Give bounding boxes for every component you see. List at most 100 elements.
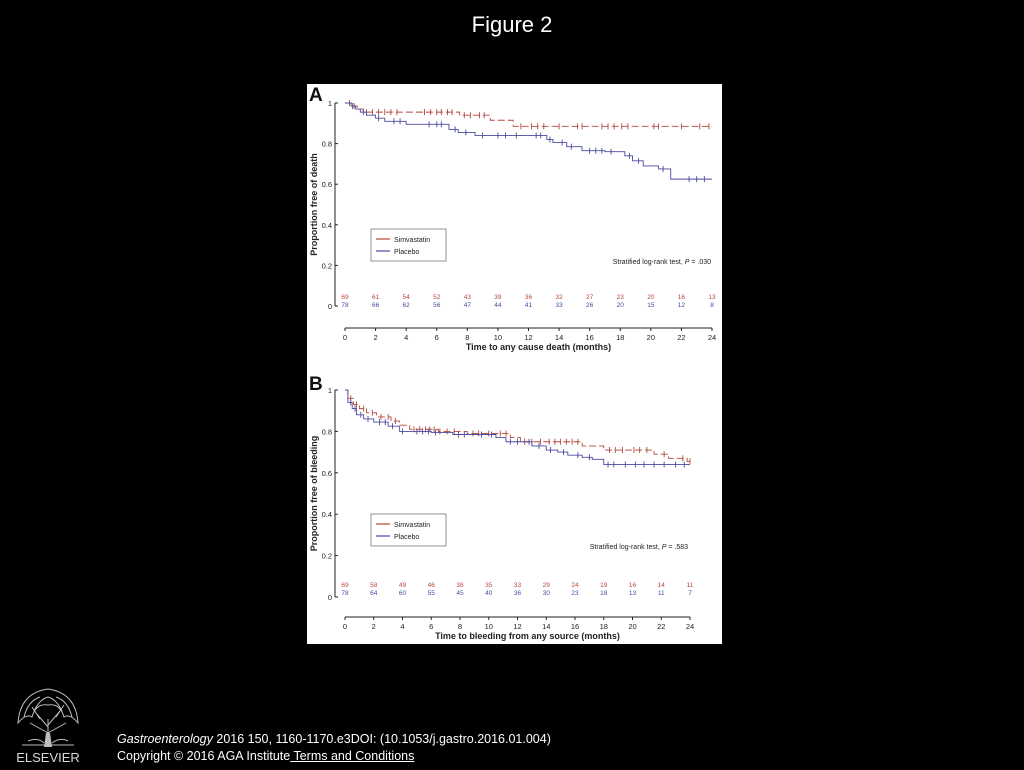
at-risk-count: 44 [494,302,502,309]
slide-title: Figure 2 [471,12,553,37]
legend-label: Placebo [394,534,419,541]
copyright-line: Copyright © 2016 AGA Institute Terms and… [117,748,551,765]
citation-block: Gastroenterology 2016 150, 1160-1170.e3D… [117,731,551,765]
at-risk-count: 33 [555,302,563,309]
x-tick-label: 10 [485,622,493,631]
at-risk-count: 61 [372,294,380,301]
x-tick-label: 18 [616,333,624,342]
y-tick-label: 0.4 [322,510,332,519]
at-risk-count: 20 [647,294,655,301]
y-tick-label: 0.2 [322,261,332,270]
at-risk-count: 12 [678,302,686,309]
legend-label: Placebo [394,249,419,256]
at-risk-count: 13 [629,590,637,597]
x-tick-label: 8 [465,333,469,342]
chart-panel-b: B 0 0.2 0.4 0.6 0.8 1 Proportion free of bleedi… [309,374,694,641]
at-risk-count: 62 [403,302,411,309]
at-risk-count: 40 [485,590,493,597]
logrank-annotation: Stratified log-rank test, P = .030 [613,259,711,266]
at-risk-count: 36 [514,590,522,597]
at-risk-count: 69 [341,294,349,301]
at-risk-count: 11 [658,590,665,597]
x-tick-label: 16 [571,622,579,631]
y-tick-label: 1 [328,99,332,108]
journal-name: Gastroenterology [117,732,213,746]
panel-label: A [309,85,323,106]
x-tick-label: 22 [657,622,665,631]
x-tick-label: 6 [435,333,439,342]
at-risk-count: 47 [464,302,472,309]
x-tick-label: 14 [555,333,563,342]
chart-legend: Simvastatin Placebo [370,513,447,547]
at-risk-count: 54 [403,294,411,301]
at-risk-count: 58 [370,582,378,589]
x-tick-label: 2 [373,333,377,342]
at-risk-count: 69 [341,582,349,589]
x-tick-label: 18 [600,622,608,631]
chart-legend: Simvastatin Placebo [370,228,447,262]
at-risk-count: 23 [617,294,625,301]
at-risk-count: 15 [647,302,655,309]
at-risk-count: 14 [658,582,666,589]
x-tick-label: 22 [677,333,685,342]
at-risk-count: 33 [514,582,522,589]
at-risk-count: 60 [399,590,407,597]
terms-and-conditions-link[interactable]: Terms and Conditions [290,749,415,763]
at-risk-count: 41 [525,302,533,309]
y-tick-label: 0.8 [322,427,332,436]
y-axis-title: Proportion free of bleeding [309,436,319,552]
panel-label: B [309,374,323,395]
x-tick-label: 8 [458,622,462,631]
at-risk-count: 29 [543,582,551,589]
at-risk-count: 78 [341,302,349,309]
citation-details: 2016 150, 1160-1170.e3DOI: (10.1053/j.ga… [212,732,551,746]
x-axis-title: Time to any cause death (months) [466,342,611,352]
at-risk-count: 39 [494,294,502,301]
at-risk-count: 30 [543,590,551,597]
km-curve-placebo [345,102,712,180]
at-risk-count: 7 [688,590,692,597]
at-risk-count: 56 [433,302,441,309]
chart-panel-a: A 0 0.2 0.4 0.6 0.8 1 Proportion free of death 0… [309,85,716,352]
logo-text: ELSEVIER [16,750,80,765]
x-tick-label: 6 [429,622,433,631]
km-curve-placebo [345,389,690,465]
at-risk-count: 46 [428,582,436,589]
at-risk-count: 24 [571,582,579,589]
elsevier-tree-icon: ELSEVIER [16,688,80,765]
at-risk-count: 8 [710,302,714,309]
x-tick-label: 2 [372,622,376,631]
x-axis-title: Time to bleeding from any source (months… [435,631,620,641]
at-risk-count: 32 [555,294,563,301]
legend-label: Simvastatin [394,522,430,529]
at-risk-count: 45 [456,590,464,597]
x-tick-label: 24 [708,333,716,342]
at-risk-count: 18 [600,590,608,597]
at-risk-count: 16 [678,294,686,301]
at-risk-count: 55 [428,590,436,597]
at-risk-count: 38 [456,582,464,589]
logrank-annotation: Stratified log-rank test, P = .583 [590,544,688,551]
at-risk-count: 78 [341,590,349,597]
x-tick-label: 16 [585,333,593,342]
elsevier-logo: ELSEVIER [10,683,86,765]
at-risk-count: 16 [629,582,637,589]
at-risk-count: 27 [586,294,594,301]
legend-label: Simvastatin [394,237,430,244]
y-tick-label: 0 [328,302,332,311]
legend-box [370,228,447,262]
x-tick-label: 14 [542,622,550,631]
x-tick-label: 4 [404,333,408,342]
x-tick-label: 10 [494,333,502,342]
figure-panel: A 0 0.2 0.4 0.6 0.8 1 Proportion free of death 0… [307,84,722,644]
copyright-text: Copyright © 2016 AGA Institute [117,749,291,763]
at-risk-count: 49 [399,582,407,589]
y-tick-label: 0 [328,593,332,602]
at-risk-count: 64 [370,590,378,597]
at-risk-count: 43 [464,294,472,301]
x-tick-label: 24 [686,622,694,631]
at-risk-count: 52 [433,294,441,301]
y-axis-title: Proportion free of death [309,153,319,256]
at-risk-count: 26 [586,302,594,309]
